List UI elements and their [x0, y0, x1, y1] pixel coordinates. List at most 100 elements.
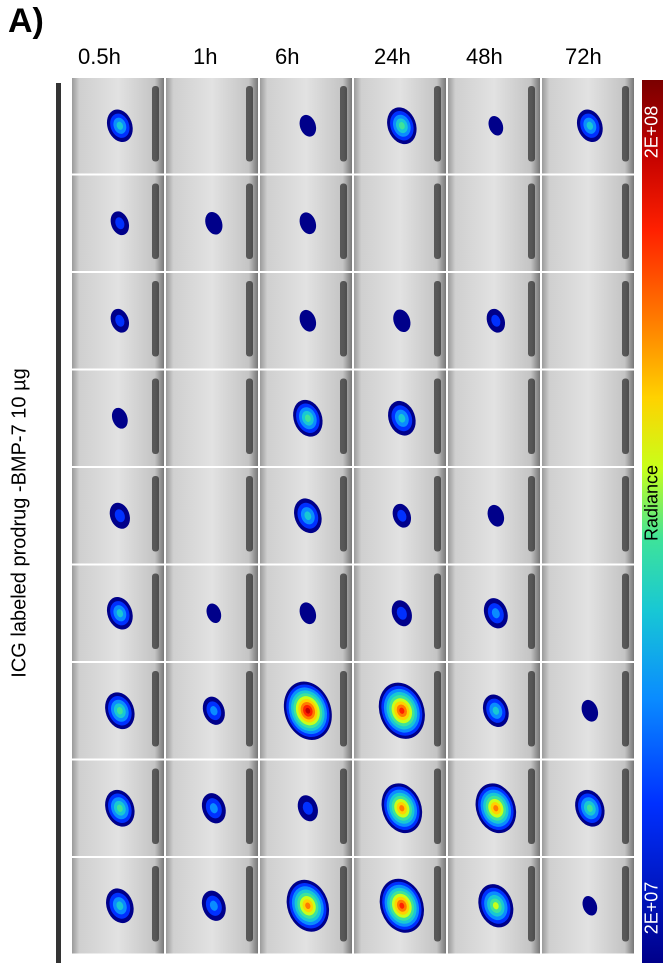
signal-blob: [305, 707, 311, 714]
signal-blob: [299, 309, 317, 332]
tissue-edge: [528, 671, 535, 747]
signal-blob: [115, 314, 125, 327]
tissue-edge: [152, 378, 159, 454]
image-tile-r2-c6: [542, 175, 634, 271]
tissue-edge: [340, 768, 347, 844]
signal-blob: [114, 509, 125, 523]
tissue-edge: [434, 573, 441, 649]
signal-blob: [396, 606, 407, 620]
tissue-edge: [528, 476, 535, 552]
image-tile-r4-c6: [542, 370, 634, 466]
image-tile-r2-c5: [448, 175, 540, 271]
tissue-edge: [340, 866, 347, 942]
tissue-edge: [622, 378, 629, 454]
tissue-edge: [340, 671, 347, 747]
tissue-edge: [340, 573, 347, 649]
signal-blob: [116, 707, 123, 715]
time-label-2: 6h: [275, 44, 300, 69]
signal-blob: [488, 115, 504, 136]
tissue-edge: [434, 768, 441, 844]
time-label-4: 48h: [466, 44, 503, 69]
tissue-edge: [152, 573, 159, 649]
tissue-edge: [528, 86, 535, 162]
image-tile-r3-c6: [542, 273, 634, 369]
tissue-edge: [528, 768, 535, 844]
tissue-edge: [152, 281, 159, 357]
tissue-edge: [246, 86, 253, 162]
tissue-edge: [434, 476, 441, 552]
signal-blob: [399, 902, 405, 909]
tissue-edge: [246, 768, 253, 844]
signal-blob: [492, 706, 500, 715]
signal-blob: [302, 801, 313, 815]
image-tile-r5-c2: [166, 468, 258, 564]
tissue-edge: [622, 86, 629, 162]
tissue-edge: [152, 866, 159, 942]
signal-blob: [493, 805, 499, 812]
tissue-edge: [340, 476, 347, 552]
tissue-edge: [622, 866, 629, 942]
tissue-edge: [528, 378, 535, 454]
time-label-5: 72h: [565, 44, 602, 69]
signal-blob: [209, 900, 218, 911]
signal-blob: [398, 122, 405, 130]
signal-blob: [305, 902, 311, 909]
signal-blob: [205, 211, 223, 235]
signal-blob: [304, 511, 312, 521]
tissue-edge: [434, 866, 441, 942]
signal-blob: [393, 309, 411, 333]
tissue-edge: [622, 183, 629, 259]
image-tile-r4-c2: [166, 370, 258, 466]
tissue-edge: [528, 281, 535, 357]
signal-blob: [491, 608, 500, 619]
signal-blob: [397, 509, 407, 522]
tissue-edge: [528, 866, 535, 942]
signal-blob: [299, 212, 317, 235]
signal-blob: [210, 706, 218, 716]
tissue-edge: [528, 573, 535, 649]
tissue-edge: [246, 671, 253, 747]
signal-blob: [586, 121, 594, 130]
tissue-edge: [434, 671, 441, 747]
tissue-edge: [434, 183, 441, 259]
tissue-edge: [152, 476, 159, 552]
tissue-edge: [246, 866, 253, 942]
colorbar: [642, 80, 663, 963]
signal-blob: [492, 902, 499, 910]
tissue-edge: [246, 183, 253, 259]
signal-blob: [209, 803, 218, 814]
tissue-edge: [622, 671, 629, 747]
signal-blob: [491, 314, 501, 327]
tissue-edge: [246, 378, 253, 454]
tissue-edge: [340, 378, 347, 454]
group-bracket: [56, 83, 61, 963]
tissue-edge: [528, 183, 535, 259]
signal-blob: [116, 901, 124, 911]
signal-blob: [115, 217, 125, 230]
image-tile-r2-c4: [354, 175, 446, 271]
image-tile-r5-c6: [542, 468, 634, 564]
image-tile-r3-c2: [166, 273, 258, 369]
tissue-edge: [340, 281, 347, 357]
signal-blob: [111, 407, 128, 429]
time-label-1: 1h: [193, 44, 218, 69]
signal-blob: [206, 603, 222, 624]
signal-blob: [399, 805, 405, 812]
signal-blob: [304, 414, 311, 422]
tissue-edge: [340, 183, 347, 259]
signal-blob: [116, 121, 124, 130]
signal-blob: [582, 895, 598, 916]
signal-blob: [299, 114, 317, 137]
time-label-0: 0.5h: [78, 44, 121, 69]
signal-blob: [116, 804, 123, 812]
image-tile-r1-c2: [166, 78, 258, 174]
tissue-edge: [622, 768, 629, 844]
signal-blob: [487, 504, 505, 527]
time-label-3: 24h: [374, 44, 411, 69]
signal-blob: [299, 602, 317, 625]
tissue-edge: [340, 86, 347, 162]
signal-blob: [398, 413, 406, 423]
image-tile-r6-c6: [542, 565, 634, 661]
tissue-edge: [622, 281, 629, 357]
